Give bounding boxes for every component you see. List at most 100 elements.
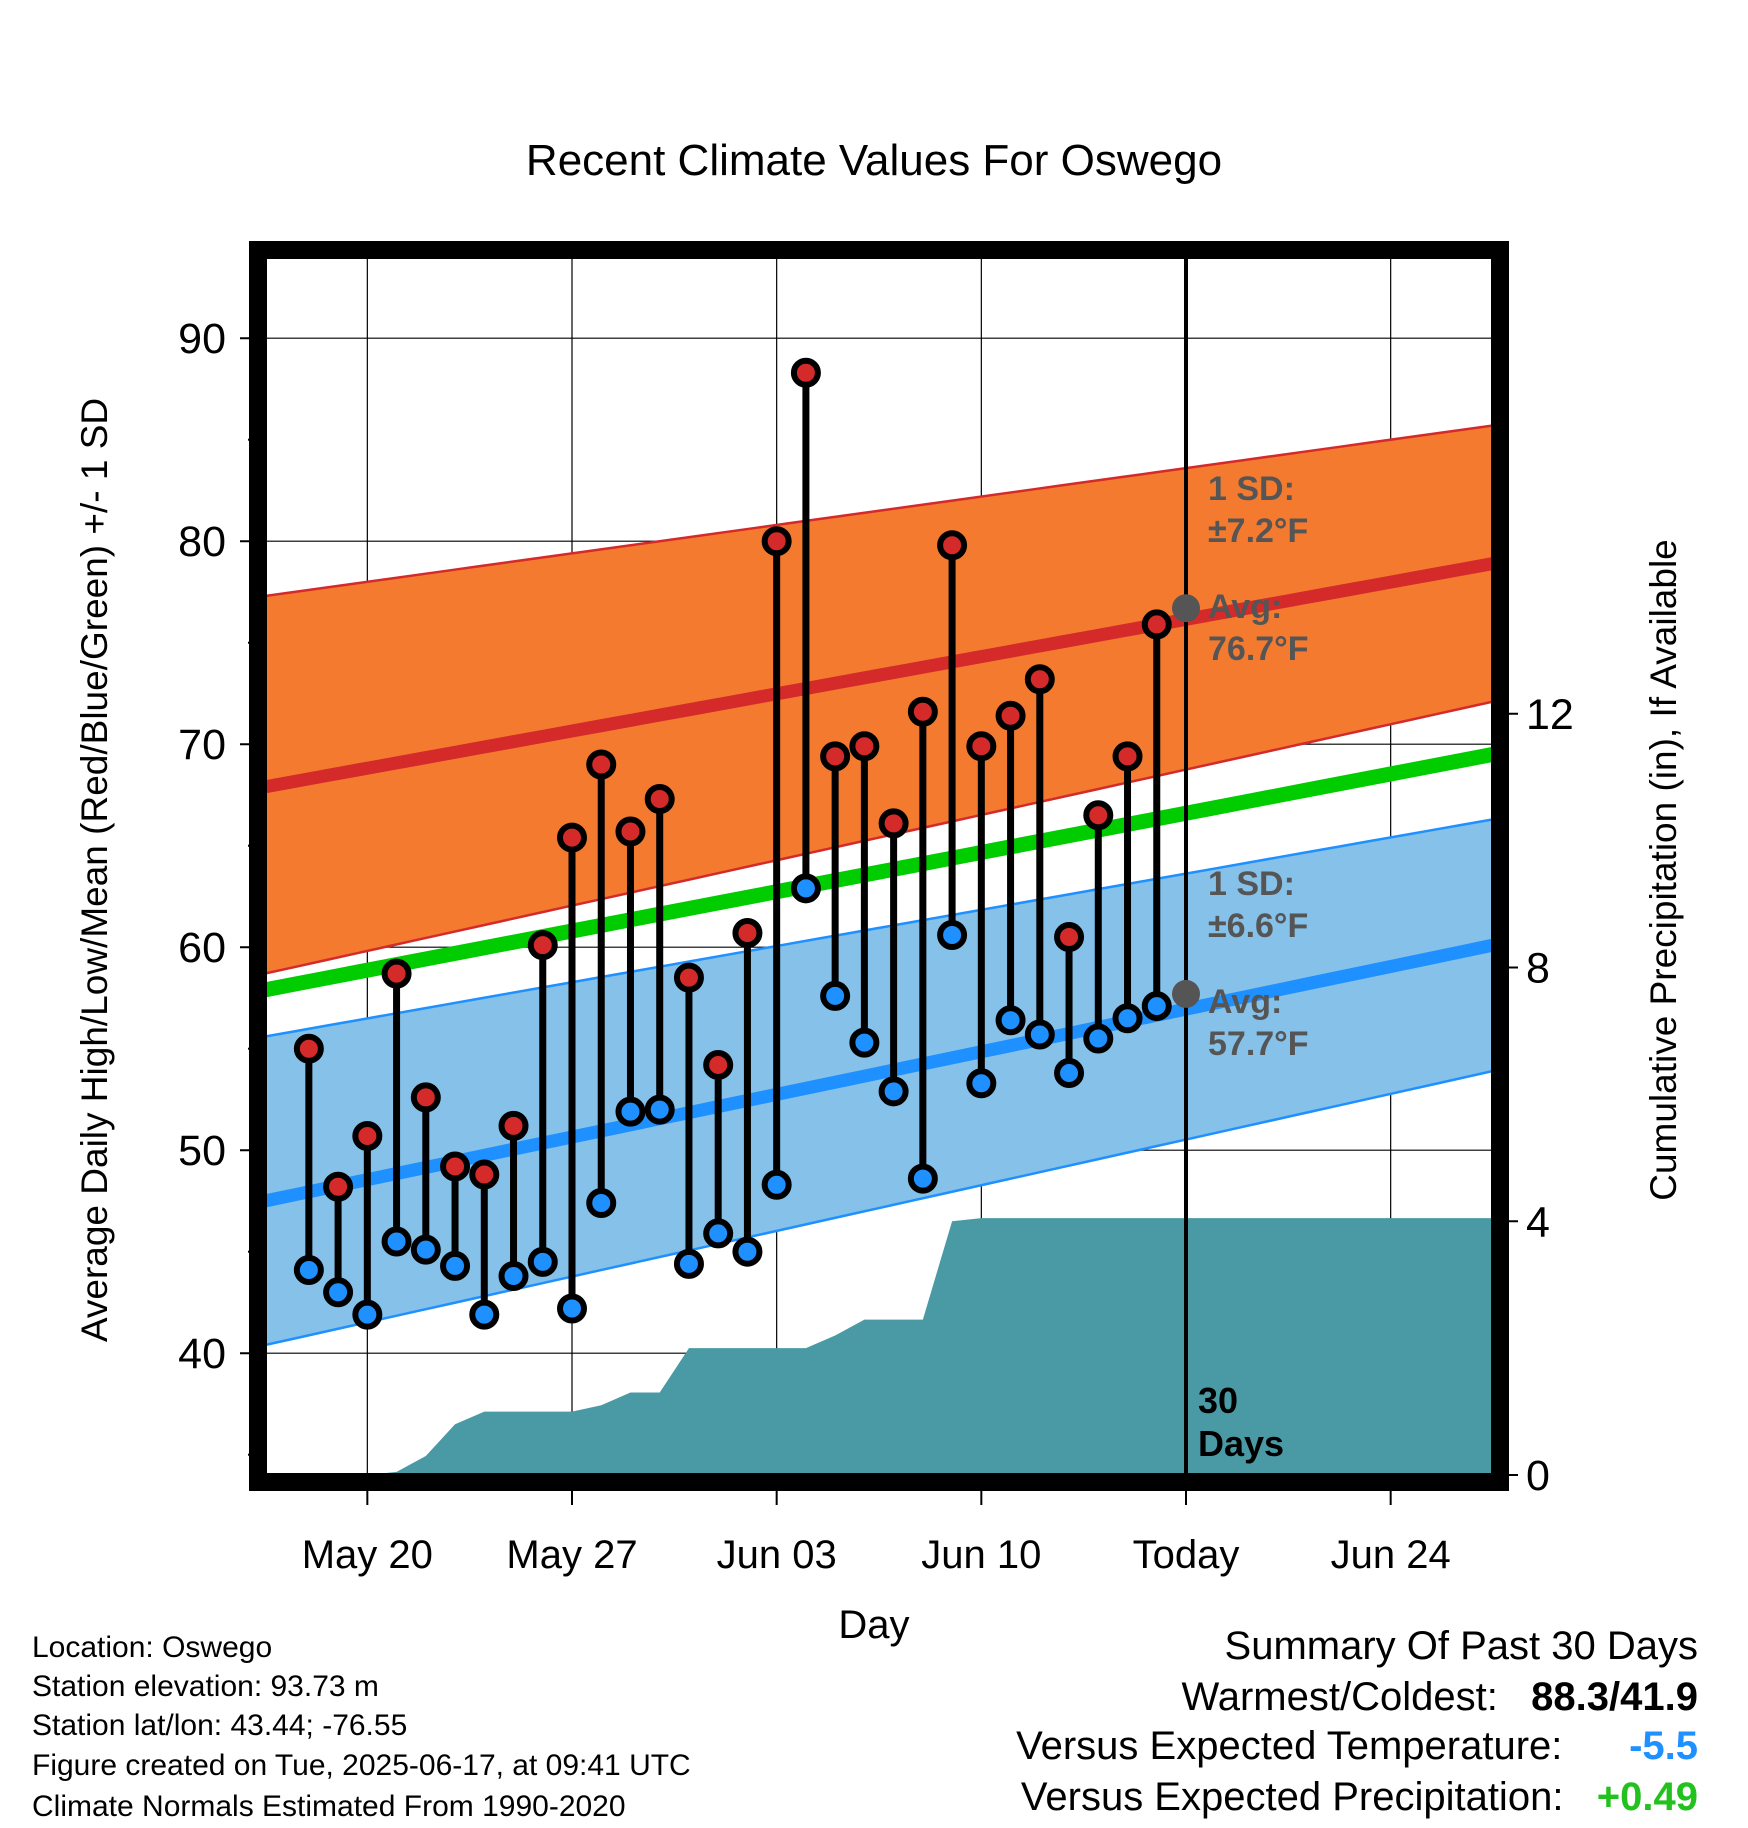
daily-high-marker <box>849 731 880 762</box>
annot-high-sd-label: 1 SD: <box>1208 470 1295 508</box>
y2-tick-label-0: 0 <box>1526 1452 1550 1500</box>
daily-high-marker <box>732 917 763 948</box>
daily-high-marker <box>557 822 587 853</box>
daily-high-marker <box>1112 741 1143 772</box>
daily-low-marker <box>1112 1003 1143 1034</box>
daily-high-marker <box>1054 922 1085 953</box>
daily-high-marker <box>937 530 968 561</box>
daily-low-marker <box>469 1299 500 1330</box>
summary-warmest-value: 88.3/41.9 <box>1531 1675 1698 1719</box>
normal-line-low-1-sd <box>265 818 1493 1038</box>
daily-low-marker <box>1024 1019 1055 1050</box>
daily-high-marker <box>469 1159 500 1190</box>
x-tick-label: May 27 <box>506 1533 637 1577</box>
annot-low-sd-label: 1 SD: <box>1208 865 1295 903</box>
daily-high-marker <box>410 1082 441 1113</box>
y2-tick-label-8: 8 <box>1526 945 1550 993</box>
y-tick-label-90: 90 <box>178 315 226 363</box>
daily-low-marker <box>586 1187 617 1218</box>
daily-high-marker <box>761 526 792 557</box>
daily-high-marker <box>878 808 909 839</box>
daily-high-marker <box>644 784 675 815</box>
daily-high-marker <box>293 1033 324 1064</box>
normal-line-mean <box>265 746 1493 998</box>
y-axis-label-left: Average Daily High/Low/Mean (Red/Blue/Gr… <box>74 398 115 1342</box>
info-latlon: Station lat/lon: 43.44; -76.55 <box>32 1709 408 1742</box>
normal-line-high-1-sd <box>265 700 1493 975</box>
summary-precip-row: Versus Expected Precipitation: +0.49 <box>1021 1777 1698 1817</box>
daily-high-marker <box>907 696 938 727</box>
summary-temp-row: Versus Expected Temperature: -5.5 <box>1016 1726 1698 1766</box>
normal-line-low-1-sd <box>265 1069 1493 1347</box>
daily-high-marker <box>527 930 558 961</box>
y-tick-label-70: 70 <box>178 721 226 769</box>
daily-low-marker <box>761 1169 792 1200</box>
daily-low-marker <box>907 1163 938 1194</box>
annot-high-avg-value: 76.7°F <box>1208 630 1309 668</box>
y2-tick-label-12: 12 <box>1526 691 1574 739</box>
daily-low-marker <box>527 1246 558 1277</box>
daily-high-marker <box>440 1151 471 1182</box>
info-location: Location: Oswego <box>32 1631 273 1664</box>
summary-temp-value: -5.5 <box>1629 1724 1698 1768</box>
x-tick-label: May 20 <box>302 1533 433 1577</box>
daily-low-marker <box>644 1094 675 1125</box>
normal-line-avg-high <box>265 557 1493 794</box>
x-tick-label: Jun 03 <box>717 1533 837 1577</box>
daily-high-marker <box>1024 664 1055 695</box>
daily-low-marker <box>673 1248 704 1279</box>
y-axis-label-right: Cumulative Precipitation (in), If Availa… <box>1643 539 1684 1201</box>
daily-low-marker <box>1141 991 1172 1022</box>
annot-low-sd-value: ±6.6°F <box>1208 907 1308 945</box>
daily-high-marker <box>790 357 821 388</box>
normal-line-avg-low <box>265 938 1493 1208</box>
today-avg-low-marker <box>1172 979 1200 1008</box>
x-axis-label: Day <box>838 1603 909 1647</box>
daily-low-marker <box>381 1226 412 1257</box>
daily-low-marker <box>557 1293 587 1324</box>
x-tick-label: Jun 24 <box>1331 1533 1451 1577</box>
daily-high-marker <box>820 741 851 772</box>
info-created: Figure created on Tue, 2025-06-17, at 09… <box>32 1749 691 1782</box>
y-tick-label-60: 60 <box>178 924 226 972</box>
plot-frame <box>249 241 1509 1491</box>
daily-high-marker <box>615 816 646 847</box>
daily-low-marker <box>878 1076 909 1107</box>
daily-high-marker <box>673 962 704 993</box>
daily-low-marker <box>498 1261 529 1292</box>
summary-warmest-label: Warmest/Coldest: <box>1181 1675 1498 1719</box>
daily-low-marker <box>849 1027 880 1058</box>
daily-low-marker <box>995 1005 1026 1036</box>
daily-low-marker <box>615 1096 646 1127</box>
x-tick-label: Jun 10 <box>921 1533 1041 1577</box>
daily-low-marker <box>1054 1058 1085 1089</box>
daily-low-marker <box>440 1250 471 1281</box>
daily-high-marker <box>498 1110 529 1141</box>
today-avg-high-marker <box>1172 594 1200 623</box>
daily-low-marker <box>790 873 821 904</box>
annot-days-label: Days <box>1198 1423 1284 1464</box>
x-tick-label: Today <box>1133 1533 1240 1577</box>
normal-line-high-1-sd <box>265 424 1493 598</box>
daily-high-marker <box>966 731 997 762</box>
summary-precip-label: Versus Expected Precipitation: <box>1020 1775 1564 1819</box>
summary-temp-label: Versus Expected Temperature: <box>1016 1724 1563 1768</box>
chart-title: Recent Climate Values For Oswego <box>526 136 1222 185</box>
daily-low-marker <box>1083 1023 1114 1054</box>
daily-high-marker <box>586 749 617 780</box>
annot-high-sd-value: ±7.2°F <box>1208 512 1308 550</box>
daily-low-marker <box>732 1236 763 1267</box>
daily-low-marker <box>352 1299 383 1330</box>
daily-low-marker <box>410 1234 441 1265</box>
y2-tick-label-4: 4 <box>1526 1198 1550 1246</box>
daily-high-marker <box>323 1171 354 1202</box>
daily-high-marker <box>1083 800 1114 831</box>
daily-high-marker <box>995 700 1026 731</box>
y-tick-label-40: 40 <box>178 1330 226 1378</box>
summary-warmest-row: Warmest/Coldest: 88.3/41.9 <box>1181 1677 1698 1717</box>
y-tick-label-80: 80 <box>178 518 226 566</box>
daily-low-marker <box>937 920 968 951</box>
annot-days-number: 30 <box>1198 1380 1238 1421</box>
daily-low-marker <box>703 1218 734 1249</box>
summary-title: Summary Of Past 30 Days <box>1224 1624 1698 1668</box>
